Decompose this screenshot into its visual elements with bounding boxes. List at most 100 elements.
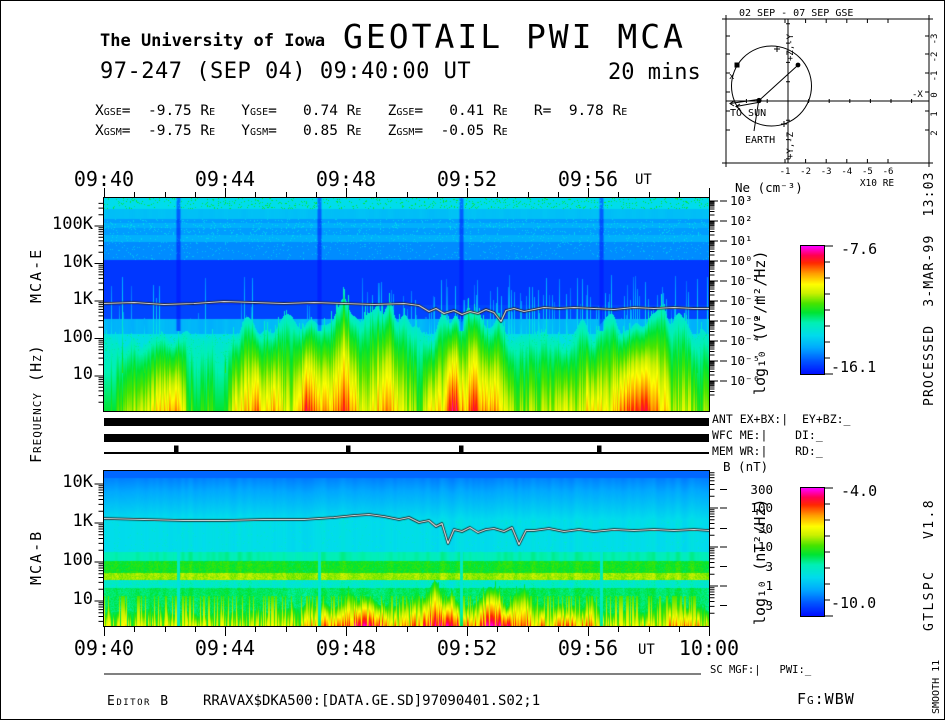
orbit-x-tick-label: -6 [883, 167, 894, 177]
ne-tick-label: 10² [730, 213, 753, 228]
time-tick-label: 09:52 [436, 636, 498, 660]
orbit-tick-marks: -3 -2 -1 0 1 2 -1 -2 -3 -4 -5 -6 [722, 15, 940, 177]
time-tick-label: 09:56 [557, 636, 619, 660]
time-tick-label: 09:52 [436, 167, 498, 191]
orbit-y-tick-label: 1 [930, 111, 940, 116]
time-tick-label: 09:40 [73, 167, 135, 191]
software-version-label: GTLSPC V1.8 [922, 498, 937, 631]
orbit-segment-line [758, 65, 798, 101]
orbit-title: 02 SEP - 07 SEP GSE [739, 8, 853, 19]
ne-tick-label: 10⁰ [730, 253, 753, 268]
sun-arrow-1 [729, 99, 759, 104]
ut-label: UT [638, 642, 655, 658]
mca-e-spectrogram [103, 197, 710, 412]
colorbar-b-min: -10.0 [831, 594, 877, 612]
ne-tick-label: 10¹ [730, 233, 753, 248]
freq-tick-label: 100 [62, 550, 93, 570]
earth-label: EARTH [745, 135, 775, 146]
bnt-tick-label: 300 [750, 481, 773, 497]
time-tick-label: 10:00 [678, 636, 740, 660]
wfc-status-bar [104, 434, 709, 442]
mem-status-label: MEM WR:| RD:_ [712, 444, 823, 458]
orbit-sc-dot [795, 62, 801, 68]
colorbar-b [800, 487, 825, 617]
ne-tick-label: 10⁻⁶ [730, 373, 761, 388]
plot-title: GEOTAIL PWI MCA [343, 17, 687, 56]
editor-label: Editor B [107, 694, 170, 709]
bnt-tick-label: 3 [765, 558, 773, 574]
orbit-ellipse [731, 45, 812, 127]
ne-tick-label: 10⁻⁴ [730, 333, 761, 348]
fg-label: Fg:WBW [797, 690, 855, 708]
orbit-y-tick-label: 0 [930, 92, 940, 97]
ut-label: UT [635, 172, 652, 188]
orbit-x-tick-label: -1 [780, 167, 791, 177]
ne-tick-label: 10⁻¹ [730, 273, 761, 288]
freq-tick-label: 1K [72, 511, 93, 531]
orbit-y-tick-label: 2 [930, 130, 940, 135]
smooth-label: SMOOTH 11 [931, 659, 942, 714]
freq-tick-label: 10K [62, 251, 93, 272]
orbit-axis-right-label: -X [912, 90, 923, 100]
time-tick-label: 09:48 [315, 636, 377, 660]
freq-tick-label: 10 [72, 589, 93, 609]
b-axis-title: B (nT) [723, 459, 769, 474]
orbit-x-tick-label: -2 [800, 167, 811, 177]
date-time-label: 97-247 (SEP 04) 09:40:00 UT [100, 59, 472, 84]
bnt-tick-label: 10 [757, 539, 773, 554]
file-path-label: RRAVAX$DKA500:[DATA.GE.SD]97090401.S02;1 [203, 693, 541, 709]
orbit-x-tick-label: -4 [841, 167, 852, 177]
orbit-x-tick-label: -5 [862, 167, 873, 177]
orbit-x-tick-label: -3 [821, 167, 832, 177]
sun-arrowhead-1 [729, 100, 735, 107]
freq-tick-label: 100 [62, 326, 93, 347]
orbit-frame [725, 18, 930, 164]
sun-arrow-2 [735, 102, 759, 107]
colorbar-e [800, 245, 825, 375]
orbit-x-marker: x [729, 72, 735, 82]
ne-tick-label: 10⁻⁵ [730, 353, 761, 368]
ne-tick-label: 10⁻² [730, 293, 761, 308]
ant-status-bar [104, 418, 709, 426]
freq-tick-label: 1K [72, 289, 93, 309]
bnt-tick-label: 1 [765, 578, 773, 593]
time-tick-label: 09:56 [557, 167, 619, 191]
orbit-y-tick-label: -1 [930, 71, 940, 82]
ne-tick-label: 10³ [730, 193, 753, 208]
orbit-axis-bottom-label: +Y,-Z [786, 131, 796, 159]
time-tick-label: 09:44 [194, 167, 256, 191]
freq-tick-label: 100K [52, 214, 93, 234]
bnt-tick-label: 30 [757, 520, 773, 536]
earth-dot [756, 97, 762, 104]
freq-tick-label: 10 [72, 364, 93, 384]
ne-tick-label: 10⁻³ [730, 313, 761, 328]
colorbar-b-max: -4.0 [841, 482, 878, 500]
gsm-coordinates: Xgsm= -9.75 Re Ygsm= 0.85 Re Zgsm= -0.05… [95, 123, 508, 139]
mem-status-line [104, 452, 709, 454]
time-tick-label: 09:44 [194, 636, 256, 660]
ant-status-label: ANT EX+BX:| EY+BZ:_ [712, 412, 851, 426]
earth-pointer-line [753, 101, 759, 132]
orbit-axis-ticks [722, 15, 933, 167]
colorbar-e-min: -16.1 [831, 358, 877, 376]
orbit-scale-label: X10 RE [860, 178, 895, 189]
orbit-axis-top-label: +Z,-Y [786, 33, 796, 61]
freq-tick-label: 10K [62, 472, 93, 492]
orbit-start-marker [734, 62, 740, 68]
gse-coordinates: Xgse= -9.75 Re Ygse= 0.74 Re Zgse= 0.41 … [95, 103, 628, 119]
duration-label: 20 mins [608, 60, 701, 85]
processed-timestamp-label: PROCESSED 3-MAR-99 13:03 [922, 171, 937, 406]
sun-arrowhead-2 [735, 103, 741, 110]
orbit-y-tick-label: -2 [930, 52, 940, 63]
time-tick-label: 09:40 [73, 636, 135, 660]
wfc-status-label: WFC ME:| DI:_ [712, 428, 823, 442]
orbit-y-tick-label: -3 [930, 34, 940, 45]
to-sun-label: TO SUN [730, 108, 766, 119]
frequency-axis-label: Frequency (Hz) [27, 344, 45, 463]
orbit-inset: 02 SEP - 07 SEP GSE x TO SUN EARTH +Z,-Y… [722, 8, 940, 189]
time-tick-label: 09:48 [315, 167, 377, 191]
institution-name: The University of Iowa [100, 31, 326, 51]
bnt-tick-label: 100 [750, 500, 773, 515]
colorbar-e-max: -7.6 [841, 240, 878, 258]
